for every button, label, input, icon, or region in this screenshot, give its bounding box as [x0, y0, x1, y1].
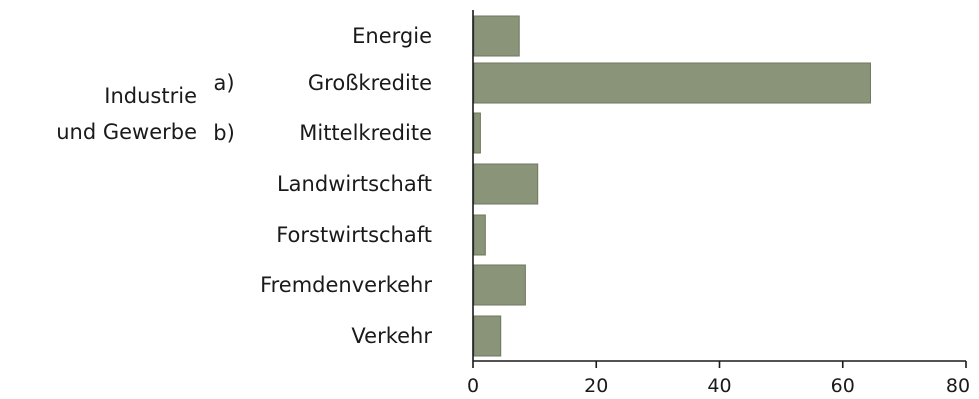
x-tick-label-0: 0 [467, 375, 479, 397]
category-label-verkehr: Verkehr [351, 324, 432, 348]
group-label: Industrie und Gewerbe [56, 84, 197, 144]
bar-mittelkredite [473, 112, 481, 154]
category-label-grosskredite: Großkredite [308, 71, 432, 95]
bar-grosskredite [473, 62, 871, 104]
category-prefix-mittelkredite: b) [213, 121, 235, 145]
x-tick-label-80: 80 [946, 375, 970, 397]
x-tick-label-20: 20 [584, 375, 608, 397]
category-labels-group: Energie Großkredite a) Mittelkredite b) Landw… [213, 24, 432, 348]
bars-group [473, 15, 871, 357]
group-label-line-1: Industrie [104, 84, 197, 108]
bar-forstwirtschaft [473, 214, 486, 256]
category-label-fremdenverkehr: Fremdenverkehr [260, 273, 432, 297]
category-label-forstwirtschaft: Forstwirtschaft [276, 223, 432, 247]
bar-energie [473, 15, 520, 57]
bar-fremdenverkehr [473, 264, 526, 306]
bar-landwirtschaft [473, 163, 539, 205]
category-label-mittelkredite: Mittelkredite [299, 121, 432, 145]
category-label-energie: Energie [352, 24, 432, 48]
category-label-landwirtschaft: Landwirtschaft [277, 172, 432, 196]
bar-verkehr [473, 315, 502, 357]
group-label-line-2: und Gewerbe [56, 120, 197, 144]
x-tick-label-40: 40 [707, 375, 731, 397]
x-axis: 0 20 40 60 80 [467, 360, 970, 397]
x-tick-label-60: 60 [831, 375, 855, 397]
category-prefix-grosskredite: a) [213, 71, 234, 95]
